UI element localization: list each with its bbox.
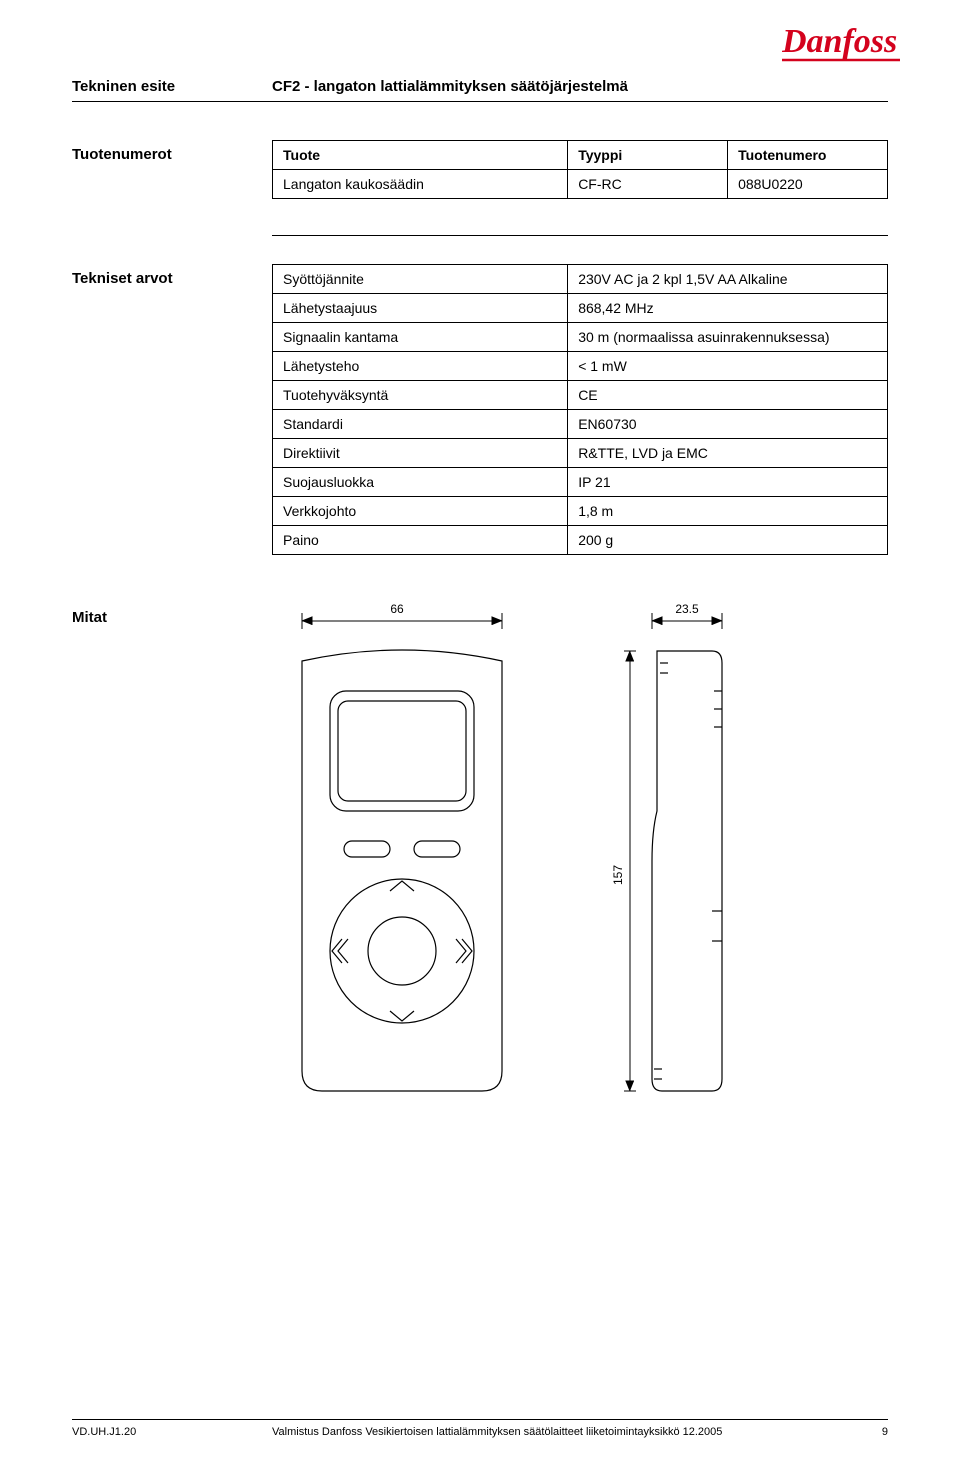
table-row: Signaalin kantama30 m (normaalissa asuin…	[273, 323, 888, 352]
table-row: Lähetystaajuus868,42 MHz	[273, 294, 888, 323]
device-front-drawing: 66	[272, 591, 532, 1101]
cell: IP 21	[568, 468, 888, 497]
product-section-label: Tuotenumerot	[72, 140, 272, 199]
cell: Paino	[273, 526, 568, 555]
table-row: SuojausluokkaIP 21	[273, 468, 888, 497]
footer-text: Valmistus Danfoss Vesikiertoisen lattial…	[272, 1426, 858, 1438]
product-section: Tuotenumerot Tuote Tyyppi Tuotenumero La…	[72, 140, 888, 199]
spec-section: Tekniset arvot Syöttöjännite230V AC ja 2…	[72, 264, 888, 555]
dimensions-section-label: Mitat	[72, 591, 272, 1101]
spec-section-label: Tekniset arvot	[72, 264, 272, 555]
cell: 868,42 MHz	[568, 294, 888, 323]
page-footer: VD.UH.J1.20 Valmistus Danfoss Vesikierto…	[72, 1419, 888, 1438]
doc-type: Tekninen esite	[72, 78, 272, 95]
svg-text:Danfoss: Danfoss	[782, 23, 897, 60]
page-header: Tekninen esite CF2 - langaton lattialämm…	[72, 78, 888, 102]
table-header-row: Tuote Tyyppi Tuotenumero	[273, 141, 888, 170]
cell: < 1 mW	[568, 352, 888, 381]
page-number: 9	[858, 1426, 888, 1438]
table-row: Lähetysteho< 1 mW	[273, 352, 888, 381]
cell: 1,8 m	[568, 497, 888, 526]
table-row: Syöttöjännite230V AC ja 2 kpl 1,5V AA Al…	[273, 265, 888, 294]
spec-table: Syöttöjännite230V AC ja 2 kpl 1,5V AA Al…	[272, 264, 888, 555]
danfoss-logo: Danfoss	[782, 22, 912, 71]
cell: 30 m (normaalissa asuinrakennuksessa)	[568, 323, 888, 352]
cell: Signaalin kantama	[273, 323, 568, 352]
dim-depth: 23.5	[675, 602, 699, 616]
section-divider	[272, 235, 888, 236]
col-header: Tuote	[273, 141, 568, 170]
page-title: CF2 - langaton lattialämmityksen säätöjä…	[272, 78, 628, 95]
col-header: Tuotenumero	[728, 141, 888, 170]
footer-code: VD.UH.J1.20	[72, 1426, 272, 1438]
cell: 230V AC ja 2 kpl 1,5V AA Alkaline	[568, 265, 888, 294]
table-row: Langaton kaukosäädin CF-RC 088U0220	[273, 170, 888, 199]
cell: Verkkojohto	[273, 497, 568, 526]
cell: EN60730	[568, 410, 888, 439]
table-row: StandardiEN60730	[273, 410, 888, 439]
cell: Suojausluokka	[273, 468, 568, 497]
cell: Syöttöjännite	[273, 265, 568, 294]
cell: CF-RC	[568, 170, 728, 199]
cell: CE	[568, 381, 888, 410]
product-table: Tuote Tyyppi Tuotenumero Langaton kaukos…	[272, 140, 888, 199]
cell: Langaton kaukosäädin	[273, 170, 568, 199]
cell: 088U0220	[728, 170, 888, 199]
table-row: TuotehyväksyntäCE	[273, 381, 888, 410]
cell: 200 g	[568, 526, 888, 555]
cell: R&TTE, LVD ja EMC	[568, 439, 888, 468]
table-row: Paino200 g	[273, 526, 888, 555]
dim-height: 157	[612, 865, 625, 885]
dimensions-section: Mitat 66	[72, 591, 888, 1101]
device-side-drawing: 23.5	[612, 591, 782, 1101]
cell: Lähetysteho	[273, 352, 568, 381]
cell: Lähetystaajuus	[273, 294, 568, 323]
cell: Tuotehyväksyntä	[273, 381, 568, 410]
cell: Standardi	[273, 410, 568, 439]
cell: Direktiivit	[273, 439, 568, 468]
table-row: Verkkojohto1,8 m	[273, 497, 888, 526]
table-row: DirektiivitR&TTE, LVD ja EMC	[273, 439, 888, 468]
dim-width: 66	[390, 602, 404, 616]
col-header: Tyyppi	[568, 141, 728, 170]
